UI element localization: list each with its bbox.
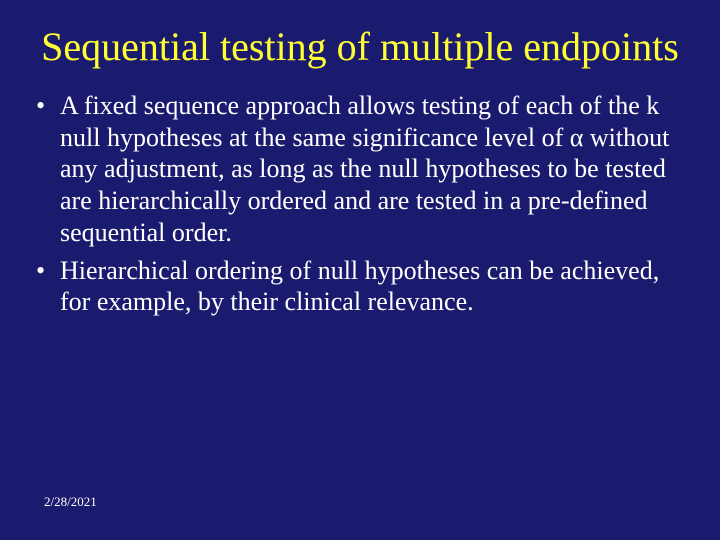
bullet-item: • Hierarchical ordering of null hypothes… [60, 255, 680, 318]
bullet-text: A fixed sequence approach allows testing… [60, 90, 680, 249]
slide: Sequential testing of multiple endpoints… [0, 0, 720, 540]
slide-body: • A fixed sequence approach allows testi… [0, 70, 720, 318]
bullet-text: Hierarchical ordering of null hypotheses… [60, 255, 680, 318]
bullet-marker: • [36, 90, 60, 249]
slide-title: Sequential testing of multiple endpoints [0, 0, 720, 70]
slide-date: 2/28/2021 [44, 494, 97, 510]
bullet-item: • A fixed sequence approach allows testi… [60, 90, 680, 249]
bullet-marker: • [36, 255, 60, 318]
